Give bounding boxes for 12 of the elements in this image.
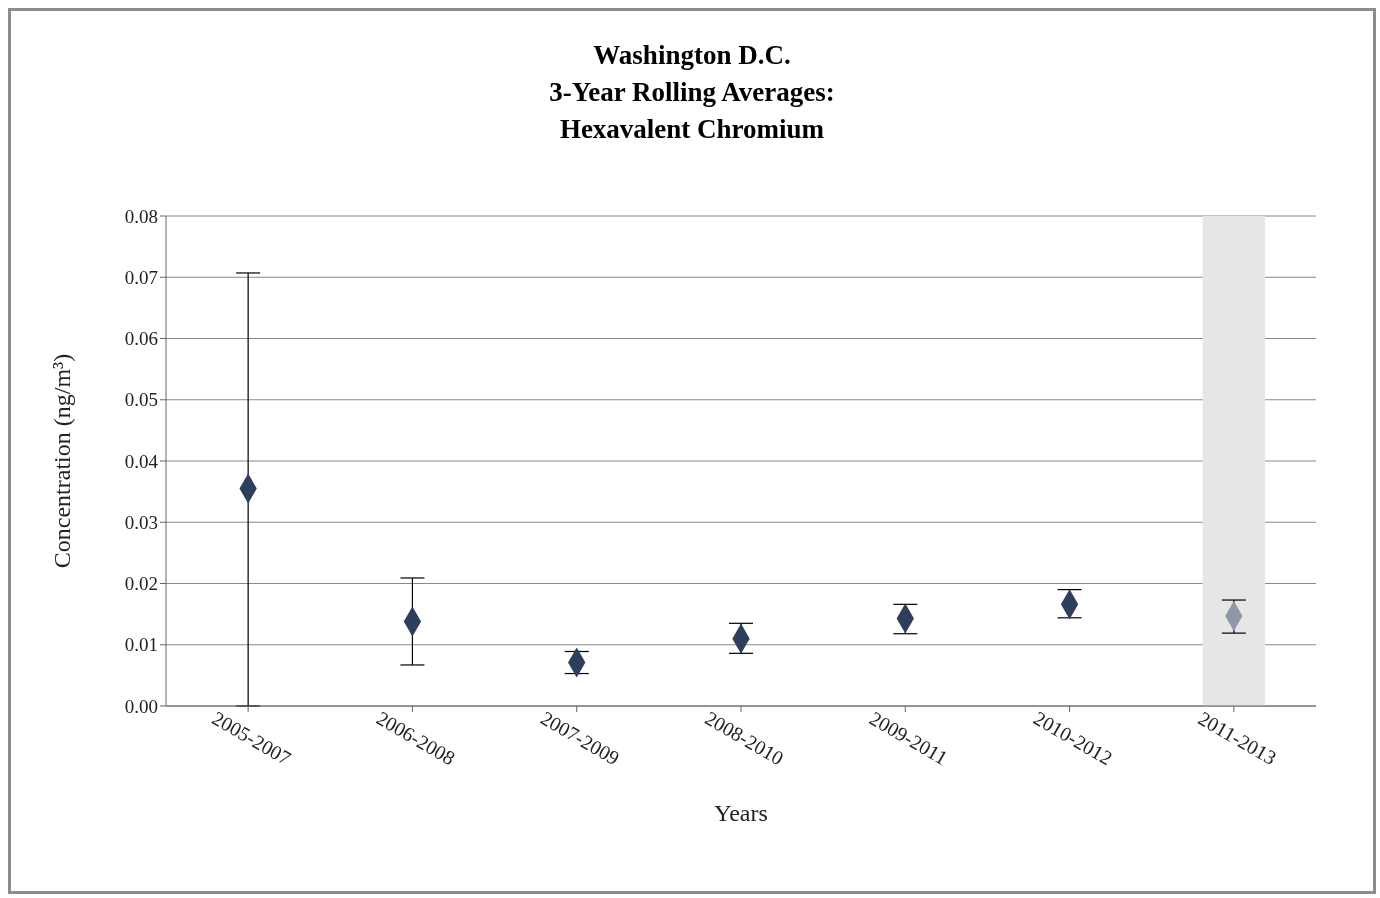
y-tick-label: 0.02 [124, 573, 158, 595]
y-tick-label: 0.01 [124, 634, 158, 656]
y-tick-label: 0.00 [124, 695, 158, 717]
y-tick-label: 0.07 [124, 266, 158, 288]
chart-title: Washington D.C. 3-Year Rolling Averages: Hexavalent Chromium [548, 39, 836, 146]
y-tick-label: 0.05 [124, 389, 158, 411]
x-axis-title: Years [714, 800, 768, 826]
y-tick-label: 0.06 [124, 328, 158, 350]
y-tick-label: 0.04 [124, 450, 159, 472]
y-tick-label: 0.08 [124, 205, 158, 227]
y-axis-title: Concentration (ng/m³) [48, 353, 75, 569]
y-tick-label: 0.03 [124, 511, 158, 533]
